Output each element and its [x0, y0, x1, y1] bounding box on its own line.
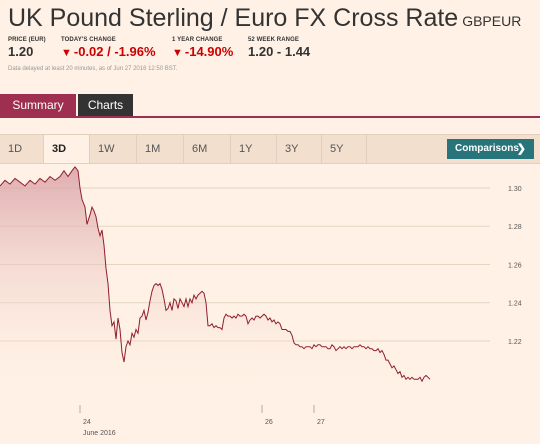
comparisons-button[interactable]: Comparisons ❯ [447, 139, 534, 159]
page-title-row: UK Pound Sterling / Euro FX Cross Rate GB… [8, 4, 521, 33]
y-tick-label: 1.30 [508, 186, 522, 193]
range-divider [230, 135, 231, 163]
x-tick-label: 27 [317, 419, 325, 426]
range-divider [366, 135, 367, 163]
price-label: PRICE (EUR) [8, 37, 46, 43]
x-tick-sublabel: June 2016 [83, 430, 116, 437]
range-3d[interactable]: 3D [44, 135, 90, 163]
comparisons-label: Comparisons [455, 143, 519, 154]
page-title: UK Pound Sterling / Euro FX Cross Rate [8, 4, 459, 32]
range-divider [43, 135, 44, 163]
down-arrow-icon: ▼ [61, 47, 72, 59]
tab-charts[interactable]: Charts [78, 94, 133, 116]
price-area-fill [0, 166, 430, 385]
chevron-right-icon: ❯ [516, 143, 526, 155]
ticker-symbol: GBPEUR [462, 13, 522, 29]
range-divider [321, 135, 322, 163]
delay-note: Data delayed at least 20 minutes, as of … [8, 66, 178, 72]
range-1m[interactable]: 1M [145, 143, 161, 155]
y-tick-label: 1.26 [508, 262, 522, 269]
range-3y[interactable]: 3Y [285, 143, 299, 155]
range-divider [276, 135, 277, 163]
tab-summary[interactable]: Summary [0, 94, 76, 116]
week-range-value: 1.20 - 1.44 [248, 44, 311, 59]
range-6m[interactable]: 6M [192, 143, 208, 155]
down-arrow-icon: ▼ [172, 47, 183, 59]
y-tick-label: 1.24 [508, 301, 522, 308]
tab-underline [0, 116, 540, 118]
range-1y[interactable]: 1Y [239, 143, 253, 155]
range-5y[interactable]: 5Y [330, 143, 344, 155]
year-change-value: ▼ -14.90% [172, 44, 233, 59]
range-1w[interactable]: 1W [98, 143, 115, 155]
y-tick-label: 1.28 [508, 224, 522, 231]
price-value: 1.20 [8, 44, 34, 59]
range-divider [183, 135, 184, 163]
today-change-label: TODAY'S CHANGE [61, 37, 116, 43]
year-change-text: -14.90% [184, 44, 234, 59]
price-line [0, 166, 431, 383]
week-range-label: 52 WEEK RANGE [248, 37, 299, 43]
range-divider [136, 135, 137, 163]
today-change-value: ▼ -0.02 / -1.96% [61, 44, 156, 59]
y-tick-label: 1.22 [508, 339, 522, 346]
x-tick-label: 26 [265, 419, 273, 426]
price-chart: 1.30 1.28 1.26 1.24 1.22 24 June 2016 26 27 [0, 166, 522, 437]
year-change-label: 1 YEAR CHANGE [172, 37, 223, 43]
today-change-text: -0.02 / -1.96% [73, 44, 156, 59]
range-1d[interactable]: 1D [8, 143, 23, 155]
x-tick-label: 24 [83, 419, 91, 426]
range-divider [89, 135, 90, 163]
